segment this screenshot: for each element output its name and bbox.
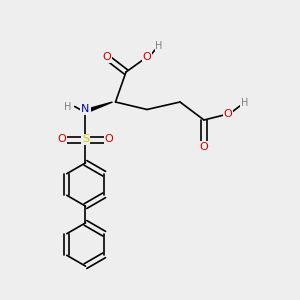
Text: H: H bbox=[241, 98, 248, 109]
Text: O: O bbox=[142, 52, 152, 62]
Text: O: O bbox=[58, 134, 67, 145]
Text: O: O bbox=[224, 109, 232, 119]
Text: O: O bbox=[104, 134, 113, 145]
Text: N: N bbox=[81, 104, 90, 115]
Text: O: O bbox=[102, 52, 111, 62]
Polygon shape bbox=[91, 102, 112, 111]
Text: S: S bbox=[82, 134, 89, 145]
Text: H: H bbox=[155, 41, 163, 52]
Text: H: H bbox=[64, 101, 72, 112]
Text: O: O bbox=[200, 142, 208, 152]
